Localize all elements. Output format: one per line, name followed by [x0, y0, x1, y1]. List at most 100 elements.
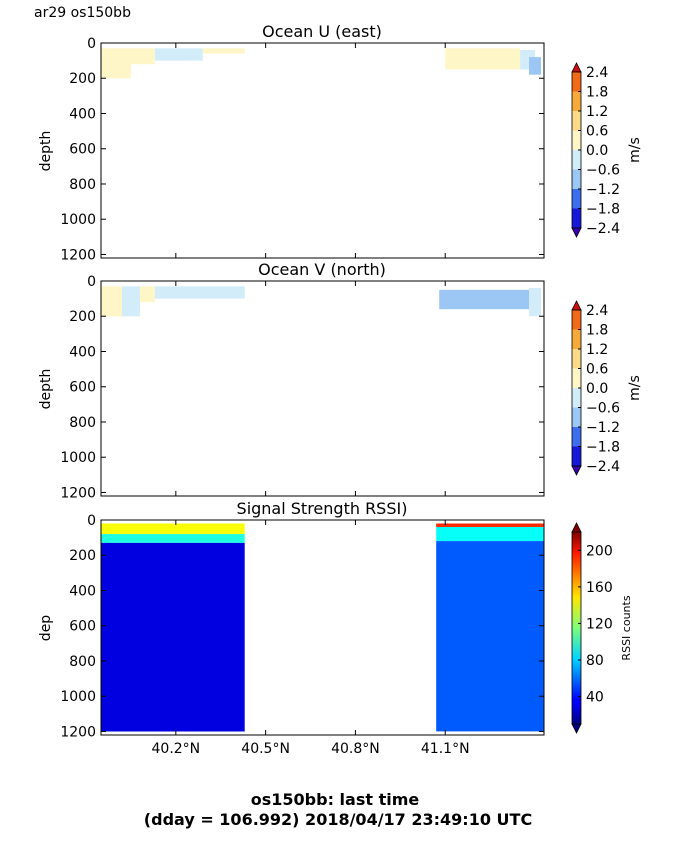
colorbar-tick-label: −1.2: [586, 182, 620, 198]
y-tick-label: 200: [69, 548, 96, 564]
y-tick-label: 600: [69, 619, 96, 635]
colorbar-extend-bottom: [571, 465, 582, 476]
colorbar-gradient: [571, 531, 582, 725]
y-tick-label: 400: [69, 106, 96, 122]
panel-title: Ocean U (east): [262, 22, 382, 41]
x-tick-label: 41.1°N: [421, 741, 470, 757]
colorbar: 2.4 1.8 1.2 0.6 0.0 −0.6 −1.2 −1.8 −2.4 m/s: [571, 300, 643, 476]
plot-frame: [100, 42, 545, 259]
data-regions: [101, 523, 544, 732]
y-tick-label: 800: [69, 177, 96, 193]
data-region: [154, 48, 203, 61]
data-regions: [101, 48, 541, 79]
y-tick-label: 600: [69, 142, 96, 158]
y-tick-label: 0: [87, 513, 96, 529]
colorbar-tick-label: 0.6: [586, 124, 608, 140]
panel-title: Signal Strength RSSI): [237, 499, 408, 518]
x-tick-label: 40.8°N: [331, 741, 380, 757]
colorbar-band: [572, 427, 581, 447]
y-tick-label: 1000: [60, 212, 96, 228]
data-region: [101, 48, 131, 79]
colorbar-band: [572, 150, 581, 170]
colorbar-tick-label: −2.4: [586, 221, 620, 237]
colorbar-band: [572, 208, 581, 228]
data-region: [202, 48, 245, 54]
colorbar-band: [572, 407, 581, 427]
colorbar-label: m/s: [627, 137, 643, 163]
colorbar-tick-label: 1.8: [586, 85, 608, 101]
panel-rssi: Signal Strength RSSI) 0 200 400 600 800 1000 1…: [38, 499, 633, 757]
data-region: [101, 286, 122, 317]
y-axis-label: depth: [38, 131, 54, 172]
colorbar-tick-label: 40: [586, 690, 604, 706]
plot-area: [101, 43, 544, 258]
y-tick-label: 1200: [60, 485, 96, 501]
y-tick-label: 0: [87, 36, 96, 52]
colorbar-band: [572, 388, 581, 408]
colorbar-tick-label: −1.8: [586, 440, 620, 456]
colorbar-tick-label: 2.4: [586, 65, 608, 81]
data-region: [529, 57, 541, 75]
colorbar-tick-label: −2.4: [586, 459, 620, 475]
plot-frame: [100, 280, 545, 497]
data-region: [101, 534, 245, 543]
y-tick-label: 800: [69, 415, 96, 431]
colorbar-tick-label: −1.2: [586, 420, 620, 436]
colorbar-extend-top: [571, 300, 582, 311]
colorbar-tick-label: 1.2: [586, 104, 608, 120]
corner-label: ar29 os150bb: [34, 5, 131, 21]
y-tick-label: 200: [69, 309, 96, 325]
panel-ocean-v: Ocean V (north) 0 200 400 600 800 1000 1200 de…: [38, 260, 643, 501]
colorbar-label: RSSI counts: [620, 595, 633, 660]
colorbar-band: [572, 446, 581, 466]
caption-line-2: (dday = 106.992) 2018/04/17 23:49:10 UTC: [144, 810, 532, 829]
data-region: [529, 288, 541, 317]
colorbar-label: m/s: [627, 375, 643, 401]
plot-frame: [100, 519, 545, 736]
data-region: [130, 48, 155, 65]
colorbar-band: [572, 130, 581, 150]
colorbar-tick-label: −0.6: [586, 163, 620, 179]
data-region: [122, 286, 140, 317]
colorbar-tick-label: 0.6: [586, 362, 608, 378]
y-tick-label: 1200: [60, 724, 96, 740]
plot-area: [101, 281, 544, 496]
colorbar-band: [572, 91, 581, 111]
colorbar-tick-label: 120: [586, 616, 613, 632]
y-axis-label: depth: [38, 369, 54, 410]
y-tick-label: 1000: [60, 689, 96, 705]
y-tick-label: 200: [69, 71, 96, 87]
colorbar-band: [572, 111, 581, 131]
colorbar-band: [572, 310, 581, 330]
colorbar-extend-top: [571, 62, 582, 73]
colorbar: 2.4 1.8 1.2 0.6 0.0 −0.6 −1.2 −1.8 −2.4 m/s: [571, 62, 643, 238]
colorbar-band: [572, 72, 581, 92]
data-region: [439, 289, 529, 310]
colorbar-band: [572, 368, 581, 388]
colorbar-band: [572, 189, 581, 209]
colorbar-band: [572, 169, 581, 189]
colorbar-tick-label: 1.8: [586, 323, 608, 339]
colorbar-tick-label: 200: [586, 543, 613, 559]
y-axis-label: dep: [38, 615, 54, 642]
x-tick-label: 40.2°N: [152, 741, 201, 757]
y-tick-label: 400: [69, 583, 96, 599]
caption-line-1: os150bb: last time: [251, 790, 420, 809]
colorbar-tick-label: 160: [586, 580, 613, 596]
y-tick-label: 800: [69, 654, 96, 670]
colorbar-extend-top: [571, 522, 582, 533]
data-region: [436, 541, 544, 732]
colorbar-tick-label: 1.2: [586, 342, 608, 358]
colorbar-tick-label: 0.0: [586, 381, 608, 397]
colorbar-tick-label: −0.6: [586, 401, 620, 417]
colorbar-band: [572, 349, 581, 369]
x-tick-label: 40.5°N: [241, 741, 290, 757]
data-region: [445, 48, 520, 70]
data-region: [154, 286, 245, 299]
data-region: [101, 542, 245, 732]
panel-ocean-u: Ocean U (east) 0 200 400 600 800 1000 1200 dep…: [38, 22, 643, 263]
y-tick-label: 600: [69, 380, 96, 396]
colorbar-tick-label: 80: [586, 653, 604, 669]
data-region: [436, 523, 544, 527]
